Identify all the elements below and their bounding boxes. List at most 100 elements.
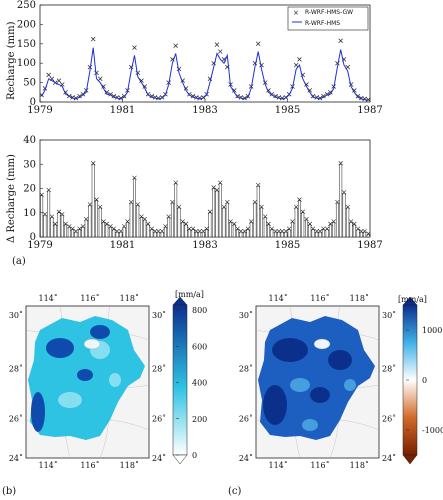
delta-bar bbox=[335, 202, 339, 238]
map-x-tick-top: 114˚ bbox=[38, 294, 57, 303]
delta-point bbox=[142, 216, 147, 222]
panel-label-a: (a) bbox=[12, 256, 26, 267]
delta-bar bbox=[194, 231, 198, 238]
delta-point bbox=[321, 226, 326, 231]
delta-point bbox=[63, 221, 68, 227]
bottom-x-ticks: 1979 1981 1983 1985 1987 bbox=[27, 234, 383, 251]
gw-point bbox=[297, 57, 302, 62]
delta-bar bbox=[181, 222, 185, 238]
delta-bar bbox=[105, 224, 109, 238]
delta-bar bbox=[256, 185, 260, 238]
delta-bar bbox=[284, 231, 288, 238]
gw-point bbox=[118, 95, 124, 101]
delta-point bbox=[245, 226, 251, 231]
delta-bar bbox=[301, 212, 305, 238]
delta-point bbox=[252, 199, 258, 205]
delta-bar bbox=[236, 229, 240, 238]
delta-point bbox=[67, 224, 72, 229]
delta-point bbox=[56, 209, 62, 214]
map-y-tick-right: 28˚ bbox=[152, 364, 166, 373]
y-tick-label: 40 bbox=[23, 135, 36, 146]
delta-bar bbox=[119, 231, 123, 238]
delta-point bbox=[255, 182, 261, 188]
delta-point bbox=[293, 204, 299, 210]
gw-point bbox=[255, 41, 261, 47]
bottom-y-ticks: 0 10 20 30 40 bbox=[23, 135, 43, 243]
delta-point bbox=[266, 221, 271, 227]
map-b-dark-patches bbox=[31, 325, 110, 432]
delta-bar bbox=[191, 229, 195, 238]
delta-bar bbox=[229, 222, 233, 238]
x-tick-label: 1979 bbox=[27, 240, 52, 251]
delta-point bbox=[324, 226, 330, 231]
delta-point bbox=[152, 228, 158, 234]
delta-point bbox=[163, 224, 168, 229]
delta-bar bbox=[43, 214, 47, 238]
delta-bar bbox=[126, 222, 129, 238]
hms-series-line bbox=[41, 47, 369, 101]
y-tick-label: 250 bbox=[17, 0, 36, 11]
delta-bar bbox=[136, 205, 140, 238]
delta-bar bbox=[146, 224, 150, 238]
x-tick-label: 1981 bbox=[110, 105, 135, 116]
delta-bar bbox=[328, 224, 332, 238]
delta-point bbox=[279, 228, 285, 234]
delta-bar bbox=[115, 231, 119, 238]
map-y-tick-left: 26˚ bbox=[239, 414, 253, 423]
delta-bar bbox=[339, 164, 343, 238]
delta-point bbox=[232, 221, 237, 227]
colorbar-tick-label: -1000 bbox=[422, 426, 443, 435]
map-x-tick-bottom: 116˚ bbox=[80, 461, 99, 470]
map-b-lake bbox=[83, 338, 101, 350]
delta-point bbox=[259, 204, 264, 210]
delta-point bbox=[176, 204, 182, 210]
x-tick-label: 1985 bbox=[275, 105, 300, 116]
colorbar-c-unit: [mm/a] bbox=[398, 295, 427, 304]
map-x-tick-top: 118˚ bbox=[350, 294, 369, 303]
delta-bar bbox=[57, 212, 61, 238]
delta-bar bbox=[321, 229, 325, 238]
delta-bar bbox=[102, 222, 105, 238]
delta-point bbox=[304, 216, 309, 222]
map-y-tick-right: 24˚ bbox=[382, 454, 396, 463]
delta-bar bbox=[201, 231, 205, 238]
map-y-tick-left: 28˚ bbox=[9, 364, 23, 373]
delta-point bbox=[145, 221, 151, 227]
y-tick-label: 30 bbox=[23, 159, 36, 170]
map-y-tick-left: 30˚ bbox=[9, 311, 23, 320]
gw-point bbox=[279, 95, 285, 101]
top-y-axis-label: Recharge (mm) bbox=[6, 21, 17, 100]
delta-point bbox=[352, 221, 357, 227]
delta-bar bbox=[150, 229, 154, 238]
delta-bar bbox=[253, 202, 257, 238]
gw-point bbox=[87, 64, 93, 70]
delta-bar bbox=[270, 229, 274, 238]
colorbar-c-bottom-arrow bbox=[402, 454, 418, 465]
delta-point bbox=[139, 214, 144, 219]
delta-bar bbox=[308, 224, 312, 238]
delta-point bbox=[132, 175, 137, 181]
delta-bar bbox=[260, 207, 263, 238]
delta-bar bbox=[174, 183, 178, 238]
delta-bar bbox=[267, 224, 270, 238]
colorbar-c-ticks: 1000 0 -1000 bbox=[406, 326, 443, 435]
delta-point bbox=[283, 228, 289, 234]
top-y-ticks: 0 50 100 150 200 250 bbox=[17, 0, 43, 108]
map-x-tick-bottom: 114˚ bbox=[268, 461, 287, 470]
delta-bar bbox=[332, 222, 336, 238]
gw-point bbox=[293, 62, 299, 68]
delta-point bbox=[187, 226, 192, 231]
delta-bar bbox=[50, 217, 54, 238]
map-c-lake bbox=[313, 338, 331, 350]
delta-point bbox=[183, 221, 189, 227]
y-tick-label: 100 bbox=[17, 58, 36, 69]
delta-point bbox=[300, 209, 305, 214]
delta-bar bbox=[60, 214, 64, 238]
x-tick-label: 1983 bbox=[192, 105, 217, 116]
y-tick-label: 150 bbox=[17, 39, 36, 50]
delta-bar bbox=[71, 229, 75, 238]
delta-bar bbox=[187, 229, 191, 238]
map-y-tick-right: 30˚ bbox=[382, 311, 396, 320]
delta-bar bbox=[342, 193, 346, 238]
delta-bar bbox=[225, 202, 229, 238]
